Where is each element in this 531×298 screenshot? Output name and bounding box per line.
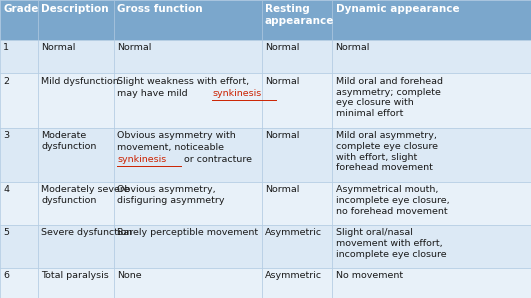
Bar — [0, 40, 38, 73]
Text: Slight oral/nasal
movement with effort,
incomplete eye closure: Slight oral/nasal movement with effort, … — [336, 228, 446, 259]
Text: Total paralysis: Total paralysis — [41, 271, 109, 280]
Text: Mild oral and forehead
asymmetry; complete
eye closure with
minimal effort: Mild oral and forehead asymmetry; comple… — [336, 77, 443, 118]
Text: Severe dysfunction: Severe dysfunction — [41, 228, 133, 237]
Bar — [332, 182, 531, 225]
Text: Asymmetric: Asymmetric — [265, 228, 322, 237]
Bar — [262, 128, 332, 182]
Text: None: None — [117, 271, 142, 280]
Text: Normal: Normal — [41, 43, 76, 52]
Text: Gross function: Gross function — [117, 4, 203, 14]
Text: Slight weakness with effort,: Slight weakness with effort, — [117, 77, 250, 86]
Text: Obvious asymmetry with: Obvious asymmetry with — [117, 131, 236, 140]
Bar — [114, 225, 262, 268]
Text: Grade: Grade — [3, 4, 39, 14]
Bar — [332, 128, 531, 182]
Bar — [262, 0, 332, 40]
Text: No movement: No movement — [336, 271, 402, 280]
Bar — [332, 268, 531, 298]
Text: 2: 2 — [3, 77, 9, 86]
Bar — [0, 225, 38, 268]
Bar — [0, 182, 38, 225]
Bar — [38, 0, 114, 40]
Text: Mild dysfunction: Mild dysfunction — [41, 77, 119, 86]
Bar — [38, 268, 114, 298]
Text: Normal: Normal — [265, 131, 299, 140]
Text: Resting
appearance: Resting appearance — [265, 4, 335, 26]
Text: movement, noticeable: movement, noticeable — [117, 143, 225, 152]
Text: 6: 6 — [3, 271, 9, 280]
Bar — [114, 40, 262, 73]
Text: Normal: Normal — [336, 43, 370, 52]
Bar — [0, 268, 38, 298]
Text: Dynamic appearance: Dynamic appearance — [336, 4, 459, 14]
Text: Normal: Normal — [265, 43, 299, 52]
Bar — [114, 73, 262, 128]
Bar — [114, 0, 262, 40]
Text: Normal: Normal — [265, 77, 299, 86]
Text: synkinesis: synkinesis — [212, 89, 262, 98]
Bar — [332, 40, 531, 73]
Text: Normal: Normal — [117, 43, 152, 52]
Bar — [114, 182, 262, 225]
Text: or contracture: or contracture — [181, 155, 252, 164]
Bar — [262, 268, 332, 298]
Bar — [38, 225, 114, 268]
Text: Mild oral asymmetry,
complete eye closure
with effort, slight
forehead movement: Mild oral asymmetry, complete eye closur… — [336, 131, 438, 173]
Bar — [262, 73, 332, 128]
Text: Moderate
dysfunction: Moderate dysfunction — [41, 131, 97, 151]
Text: 3: 3 — [3, 131, 10, 140]
Text: Description: Description — [41, 4, 109, 14]
Text: Barely perceptible movement: Barely perceptible movement — [117, 228, 259, 237]
Bar — [262, 40, 332, 73]
Text: may have mild: may have mild — [117, 89, 191, 98]
Bar — [114, 128, 262, 182]
Bar — [332, 225, 531, 268]
Bar — [38, 182, 114, 225]
Bar — [262, 225, 332, 268]
Bar — [0, 128, 38, 182]
Bar — [262, 182, 332, 225]
Text: Asymmetric: Asymmetric — [265, 271, 322, 280]
Text: 4: 4 — [3, 185, 9, 195]
Text: 5: 5 — [3, 228, 9, 237]
Bar — [38, 73, 114, 128]
Bar — [332, 73, 531, 128]
Bar — [332, 0, 531, 40]
Bar — [38, 40, 114, 73]
Text: Moderately severe
dysfunction: Moderately severe dysfunction — [41, 185, 130, 205]
Bar — [0, 73, 38, 128]
Text: synkinesis: synkinesis — [117, 155, 167, 164]
Text: 1: 1 — [3, 43, 9, 52]
Bar — [0, 0, 38, 40]
Text: Normal: Normal — [265, 185, 299, 195]
Bar — [114, 268, 262, 298]
Bar — [38, 128, 114, 182]
Text: Asymmetrical mouth,
incomplete eye closure,
no forehead movement: Asymmetrical mouth, incomplete eye closu… — [336, 185, 449, 216]
Text: Obvious asymmetry,
disfiguring asymmetry: Obvious asymmetry, disfiguring asymmetry — [117, 185, 225, 205]
